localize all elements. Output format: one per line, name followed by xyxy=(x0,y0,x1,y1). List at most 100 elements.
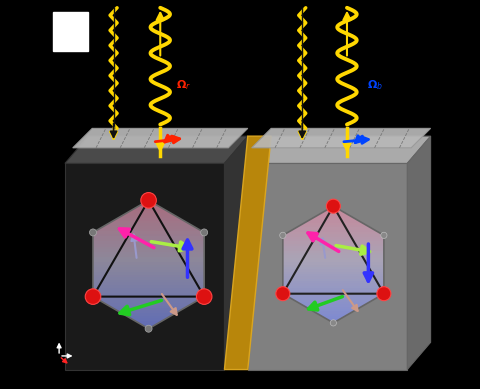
Polygon shape xyxy=(246,241,421,244)
Polygon shape xyxy=(246,290,421,293)
PathPatch shape xyxy=(283,206,384,323)
Polygon shape xyxy=(52,285,245,287)
PathPatch shape xyxy=(93,200,204,329)
PathPatch shape xyxy=(283,206,384,323)
Polygon shape xyxy=(246,237,421,239)
Polygon shape xyxy=(225,136,248,370)
Polygon shape xyxy=(246,283,421,286)
PathPatch shape xyxy=(283,206,384,323)
Polygon shape xyxy=(246,216,421,218)
Polygon shape xyxy=(246,227,421,230)
Polygon shape xyxy=(52,290,245,293)
Polygon shape xyxy=(52,324,245,326)
Polygon shape xyxy=(52,231,245,234)
PathPatch shape xyxy=(93,200,204,329)
PathPatch shape xyxy=(283,206,384,323)
PathPatch shape xyxy=(283,206,384,323)
PathPatch shape xyxy=(93,200,204,329)
PathPatch shape xyxy=(93,200,204,329)
Circle shape xyxy=(377,287,391,301)
PathPatch shape xyxy=(283,206,384,323)
Polygon shape xyxy=(52,326,245,329)
PathPatch shape xyxy=(283,206,384,323)
Polygon shape xyxy=(52,229,245,231)
PathPatch shape xyxy=(283,206,384,323)
Circle shape xyxy=(280,291,286,297)
PathPatch shape xyxy=(93,200,204,329)
Polygon shape xyxy=(246,225,421,227)
PathPatch shape xyxy=(93,200,204,329)
PathPatch shape xyxy=(93,200,204,329)
PathPatch shape xyxy=(93,200,204,329)
Polygon shape xyxy=(246,234,421,237)
PathPatch shape xyxy=(93,200,204,329)
PathPatch shape xyxy=(93,200,204,329)
PathPatch shape xyxy=(283,206,384,323)
Polygon shape xyxy=(52,208,245,210)
Polygon shape xyxy=(246,316,421,318)
PathPatch shape xyxy=(93,200,204,329)
PathPatch shape xyxy=(93,200,204,329)
PathPatch shape xyxy=(93,200,204,329)
PathPatch shape xyxy=(283,206,384,323)
Polygon shape xyxy=(52,226,245,229)
Circle shape xyxy=(326,199,340,213)
Polygon shape xyxy=(52,267,245,270)
Polygon shape xyxy=(246,258,421,260)
Polygon shape xyxy=(52,311,245,313)
Circle shape xyxy=(89,229,96,236)
PathPatch shape xyxy=(93,200,204,329)
PathPatch shape xyxy=(283,206,384,323)
Polygon shape xyxy=(73,128,248,148)
Polygon shape xyxy=(52,257,245,259)
Polygon shape xyxy=(52,247,245,249)
PathPatch shape xyxy=(283,206,384,323)
Polygon shape xyxy=(225,136,271,370)
PathPatch shape xyxy=(93,200,204,329)
Polygon shape xyxy=(52,221,245,223)
PathPatch shape xyxy=(93,200,204,329)
PathPatch shape xyxy=(93,200,204,329)
PathPatch shape xyxy=(93,200,204,329)
Polygon shape xyxy=(246,279,421,281)
Polygon shape xyxy=(246,281,421,283)
Polygon shape xyxy=(246,262,421,265)
Polygon shape xyxy=(52,200,245,203)
PathPatch shape xyxy=(283,206,384,323)
Polygon shape xyxy=(246,318,421,321)
Polygon shape xyxy=(246,260,421,262)
Polygon shape xyxy=(52,203,245,205)
Polygon shape xyxy=(246,255,421,258)
PathPatch shape xyxy=(283,206,384,323)
PathPatch shape xyxy=(283,206,384,323)
PathPatch shape xyxy=(283,206,384,323)
Polygon shape xyxy=(246,269,421,272)
PathPatch shape xyxy=(93,200,204,329)
Circle shape xyxy=(330,203,336,209)
Polygon shape xyxy=(52,244,245,247)
PathPatch shape xyxy=(283,206,384,323)
Circle shape xyxy=(89,293,96,300)
PathPatch shape xyxy=(93,200,204,329)
Polygon shape xyxy=(246,246,421,248)
Polygon shape xyxy=(52,306,245,308)
PathPatch shape xyxy=(283,206,384,323)
Polygon shape xyxy=(246,274,421,276)
PathPatch shape xyxy=(283,206,384,323)
Circle shape xyxy=(330,320,336,326)
Polygon shape xyxy=(52,275,245,277)
Circle shape xyxy=(201,229,208,236)
Polygon shape xyxy=(248,136,431,163)
PathPatch shape xyxy=(93,200,204,329)
PathPatch shape xyxy=(283,206,384,323)
Circle shape xyxy=(145,197,152,204)
PathPatch shape xyxy=(93,200,204,329)
Polygon shape xyxy=(52,272,245,275)
PathPatch shape xyxy=(93,200,204,329)
PathPatch shape xyxy=(283,206,384,323)
Bar xyxy=(53,12,88,51)
PathPatch shape xyxy=(283,206,384,323)
PathPatch shape xyxy=(283,206,384,323)
PathPatch shape xyxy=(93,200,204,329)
PathPatch shape xyxy=(283,206,384,323)
